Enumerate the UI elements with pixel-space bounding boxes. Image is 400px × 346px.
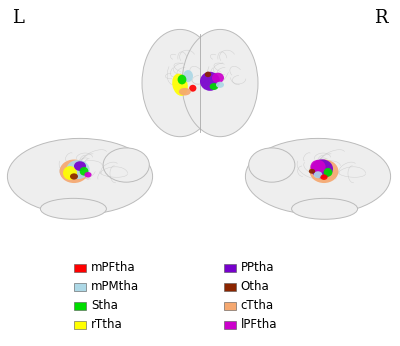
- Text: Stha: Stha: [91, 299, 118, 312]
- Ellipse shape: [314, 171, 322, 178]
- Bar: [74, 302, 86, 310]
- Ellipse shape: [324, 168, 332, 176]
- Ellipse shape: [216, 82, 224, 88]
- Text: L: L: [12, 9, 24, 27]
- Ellipse shape: [310, 160, 338, 183]
- Ellipse shape: [7, 138, 153, 215]
- Text: PPtha: PPtha: [241, 261, 274, 274]
- Bar: [224, 321, 236, 329]
- Ellipse shape: [179, 88, 191, 95]
- Ellipse shape: [103, 148, 149, 182]
- Ellipse shape: [172, 74, 188, 96]
- Ellipse shape: [309, 169, 315, 174]
- Ellipse shape: [245, 138, 390, 215]
- Bar: [224, 283, 236, 291]
- Ellipse shape: [142, 29, 218, 137]
- Ellipse shape: [66, 160, 90, 179]
- Bar: [74, 283, 86, 291]
- Bar: [74, 264, 86, 272]
- Ellipse shape: [189, 85, 196, 92]
- Ellipse shape: [80, 167, 88, 176]
- Ellipse shape: [60, 160, 88, 183]
- Ellipse shape: [310, 160, 326, 174]
- Ellipse shape: [210, 83, 218, 90]
- Ellipse shape: [74, 161, 86, 171]
- Ellipse shape: [249, 148, 295, 182]
- Ellipse shape: [178, 75, 186, 84]
- Text: mPFtha: mPFtha: [91, 261, 136, 274]
- Ellipse shape: [311, 159, 333, 179]
- Bar: [74, 321, 86, 329]
- Ellipse shape: [292, 198, 358, 219]
- Text: cTtha: cTtha: [241, 299, 274, 312]
- Ellipse shape: [320, 174, 328, 180]
- Text: rTtha: rTtha: [91, 318, 122, 331]
- Bar: [224, 264, 236, 272]
- Text: lPFtha: lPFtha: [241, 318, 277, 331]
- Ellipse shape: [40, 198, 106, 219]
- Ellipse shape: [200, 72, 220, 91]
- Text: mPMtha: mPMtha: [91, 280, 139, 293]
- Ellipse shape: [205, 72, 211, 77]
- Text: Otha: Otha: [241, 280, 270, 293]
- Ellipse shape: [182, 29, 258, 137]
- Ellipse shape: [183, 70, 193, 82]
- Ellipse shape: [84, 172, 92, 177]
- Text: R: R: [374, 9, 388, 27]
- Bar: [224, 302, 236, 310]
- Ellipse shape: [212, 73, 224, 83]
- Ellipse shape: [70, 173, 78, 180]
- Ellipse shape: [63, 166, 77, 180]
